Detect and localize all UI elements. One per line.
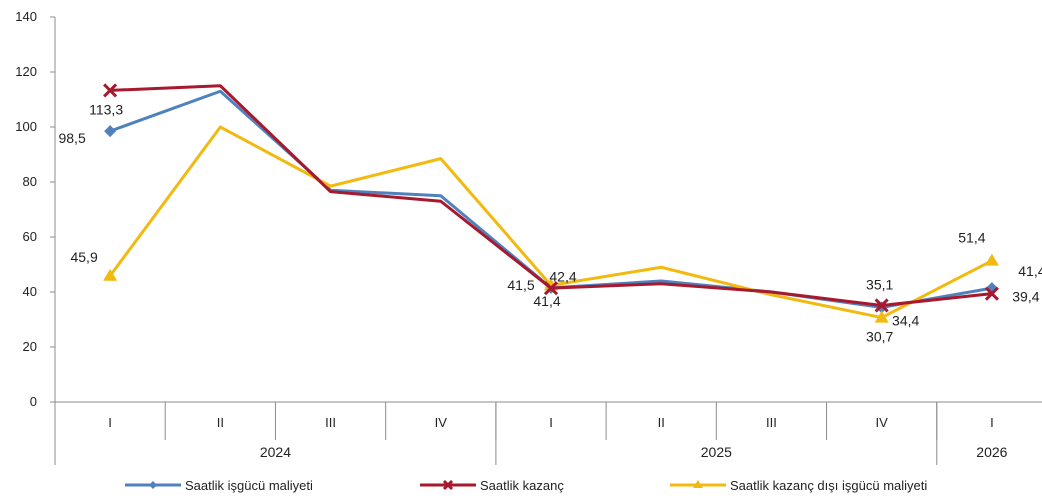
x-tick-label: III <box>325 415 336 430</box>
data-point-marker <box>984 253 999 266</box>
y-tick-label: 80 <box>23 174 37 189</box>
y-tick-label: 60 <box>23 229 37 244</box>
legend-label: Saatlik işgücü maliyeti <box>185 478 313 493</box>
data-point-marker <box>874 298 889 313</box>
x-group-label: 2025 <box>701 444 732 460</box>
data-label: 35,1 <box>866 276 893 292</box>
chart-legend: Saatlik işgücü maliyeti Saatlik kazanç Saa… <box>125 478 927 493</box>
x-tick-label: I <box>990 415 994 430</box>
data-point-marker <box>984 286 999 301</box>
data-point-marker <box>442 479 454 491</box>
legend-item: Saatlik kazanç <box>420 478 564 493</box>
x-tick-label: III <box>766 415 777 430</box>
data-label: 30,7 <box>866 329 893 345</box>
data-label: 41,4 <box>533 293 560 309</box>
chart-series <box>103 83 999 323</box>
legend-item: Saatlik kazanç dışı işgücü maliyeti <box>670 478 927 493</box>
legend-label: Saatlik kazanç <box>480 478 564 493</box>
data-label: 34,4 <box>892 312 919 328</box>
data-point-marker <box>874 310 889 323</box>
data-label: 98,5 <box>58 130 85 146</box>
y-tick-label: 140 <box>15 9 37 24</box>
x-tick-label: I <box>108 415 112 430</box>
x-group-label: 2026 <box>976 444 1007 460</box>
data-point-marker <box>693 480 703 488</box>
legend-label: Saatlik kazanç dışı işgücü maliyeti <box>730 478 927 493</box>
data-point-marker <box>103 268 118 281</box>
data-point-marker <box>103 83 118 98</box>
legend-item: Saatlik işgücü maliyeti <box>125 478 313 493</box>
data-label: 45,9 <box>70 249 97 265</box>
data-point-marker <box>543 281 559 296</box>
x-group-label: 2024 <box>260 444 291 460</box>
data-point-marker <box>149 481 157 489</box>
x-tick-label: I <box>549 415 553 430</box>
y-tick-label: 40 <box>23 284 37 299</box>
data-label: 41,4 <box>1018 263 1042 279</box>
chart-data-labels: 113,398,545,942,441,541,435,134,430,751,… <box>58 101 1042 344</box>
series-1 <box>103 83 999 313</box>
y-tick-label: 120 <box>15 64 37 79</box>
data-label: 51,4 <box>958 230 985 246</box>
data-label: 39,4 <box>1012 289 1039 305</box>
y-tick-label: 0 <box>30 394 37 409</box>
x-tick-label: IV <box>876 415 889 430</box>
y-tick-label: 100 <box>15 119 37 134</box>
x-tick-label: II <box>217 415 224 430</box>
data-label: 113,3 <box>89 101 123 117</box>
data-label: 41,5 <box>507 277 534 293</box>
data-label: 42,4 <box>549 268 576 284</box>
x-tick-label: IV <box>435 415 448 430</box>
x-tick-label: II <box>658 415 665 430</box>
y-tick-label: 20 <box>23 339 37 354</box>
data-point-marker <box>104 125 117 138</box>
